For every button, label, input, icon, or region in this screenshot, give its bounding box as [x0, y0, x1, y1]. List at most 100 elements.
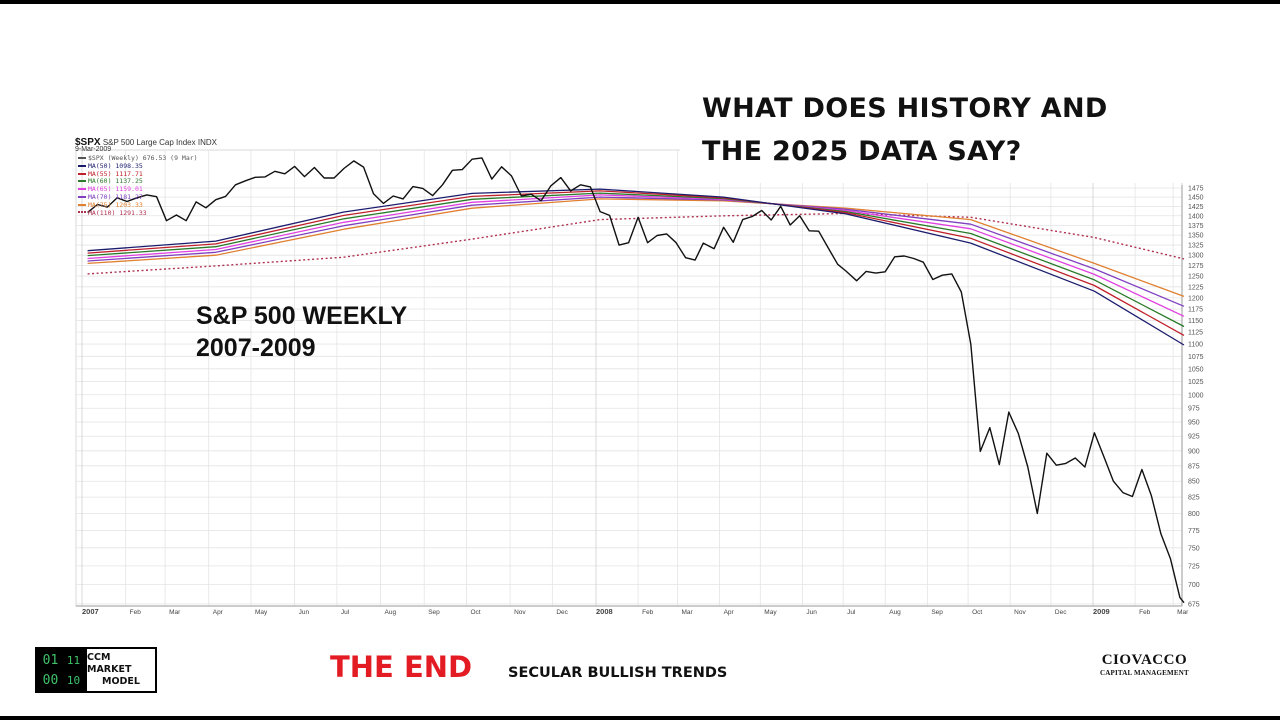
y-tick-label: 1075 [1188, 354, 1204, 361]
bottom-border [0, 716, 1280, 720]
ma-line-ma50 [87, 188, 1185, 346]
chart-index-name: S&P 500 Large Cap Index [102, 138, 196, 147]
company-name: CIOVACCO [1101, 652, 1188, 668]
logo-digit: 11 [66, 653, 81, 667]
y-tick-label: 1425 [1188, 204, 1204, 211]
legend-item-ma50: MA(50) 1098.35 [78, 162, 198, 171]
subtitle-line-2: 2007-2009 [196, 334, 316, 362]
x-tick-label: Feb [1139, 609, 1151, 616]
x-tick-label: Sep [931, 609, 943, 616]
x-tick-label: Mar [1177, 609, 1189, 616]
x-tick-label: Dec [556, 609, 568, 616]
chart-date: 9-Mar-2009 [75, 146, 112, 153]
x-tick-label: Feb [642, 609, 654, 616]
legend-swatch [78, 210, 86, 215]
y-tick-label: 1025 [1188, 379, 1204, 386]
y-tick-label: 850 [1188, 479, 1200, 486]
legend-swatch [78, 203, 86, 206]
y-tick-label: 1475 [1188, 186, 1204, 193]
y-tick-label: 1250 [1188, 274, 1204, 281]
logo-digit: 00 [42, 672, 59, 688]
y-tick-label: 1000 [1188, 392, 1204, 399]
legend-swatch [78, 188, 86, 191]
subtitle-line-1: S&P 500 WEEKLY [196, 302, 408, 330]
y-tick-label: 725 [1188, 563, 1200, 570]
x-tick-label: May [255, 609, 268, 616]
x-tick-label: Apr [724, 609, 735, 616]
y-tick-label: 1350 [1188, 233, 1204, 240]
legend-item-ma70: MA(70) 1181.27 [78, 192, 198, 202]
y-tick-label: 1175 [1188, 306, 1203, 313]
x-tick-label: Jun [806, 609, 817, 616]
y-tick-label: 675 [1188, 601, 1200, 608]
legend-swatch [78, 157, 86, 159]
y-tick-label: 975 [1188, 406, 1200, 413]
legend-label: MA(110) 1291.33 [88, 208, 147, 217]
price-line-spx [87, 157, 1185, 604]
x-tick-label: Nov [1014, 609, 1026, 616]
company-subname: CAPITAL MANAGEMENT [1100, 669, 1189, 677]
ma-line-ma55 [87, 190, 1185, 336]
legend-label: MA(60) 1137.25 [88, 177, 143, 186]
y-tick-label: 1325 [1188, 243, 1204, 250]
legend-swatch [78, 172, 86, 175]
legend-label: MA(75) 1203.33 [88, 200, 143, 209]
x-tick-label: 2009 [1093, 607, 1110, 616]
y-tick-label: 1100 [1188, 342, 1203, 349]
logo-text-line-2: MODEL [102, 676, 140, 687]
y-tick-label: 925 [1188, 434, 1200, 441]
ma-line-ma60 [87, 192, 1185, 328]
x-tick-label: Mar [681, 609, 693, 616]
headline-backdrop [680, 88, 1200, 183]
y-tick-label: 1050 [1188, 366, 1204, 373]
legend-label: MA(65) 1159.01 [88, 185, 143, 194]
legend-item-ma75: MA(75) 1203.33 [78, 200, 198, 210]
ma-line-ma65 [87, 194, 1185, 317]
x-tick-label: Oct [470, 609, 480, 616]
legend-swatch [78, 195, 86, 198]
y-tick-label: 775 [1188, 528, 1200, 535]
y-tick-label: 1450 [1188, 195, 1204, 202]
logo-text-line-1: CCM MARKET [87, 652, 132, 675]
chart-symbol: $SPX [75, 137, 101, 148]
x-tick-label: Apr [213, 609, 224, 616]
y-tick-label: 825 [1188, 495, 1200, 502]
x-tick-label: May [764, 609, 777, 616]
legend-label: MA(70) 1181.27 [88, 192, 143, 201]
x-tick-label: Oct [972, 609, 982, 616]
secular-trends-label: SECULAR BULLISH TRENDS [508, 665, 728, 681]
chart-title: $SPX S&P 500 Large Cap Index INDX [75, 137, 217, 148]
legend-item-ma60: MA(60) 1137.25 [78, 177, 198, 186]
y-tick-label: 800 [1188, 511, 1200, 518]
chart-exchange: INDX [197, 138, 217, 147]
headline-line-2: THE 2025 DATA SAY? [702, 136, 1022, 167]
y-tick-label: 700 [1188, 582, 1200, 589]
x-tick-label: Nov [514, 609, 526, 616]
ma-line-ma70 [87, 196, 1185, 307]
logo-digit: 01 [42, 652, 59, 668]
legend-item-ma65: MA(65) 1159.01 [78, 185, 198, 194]
x-tick-label: Mar [169, 609, 181, 616]
x-tick-label: Jul [341, 609, 350, 616]
legend-item-ma110: MA(110) 1291.33 [78, 208, 198, 218]
legend-swatch [78, 180, 86, 183]
binary-digits-icon: 01 11 00 10 [37, 649, 87, 691]
y-tick-label: 1225 [1188, 284, 1204, 291]
y-tick-label: 1150 [1188, 318, 1203, 325]
x-tick-label: Aug [889, 609, 901, 616]
y-tick-label: 950 [1188, 420, 1200, 427]
x-tick-label: Dec [1055, 609, 1067, 616]
x-tick-label: Jul [847, 609, 856, 616]
chart-legend: $SPX (Weekly) 676.53 (9 Mar) MA(50) 1098.… [78, 154, 198, 218]
legend-swatch [78, 164, 86, 167]
the-end-label: THE END [330, 650, 473, 684]
ma-line-ma75 [87, 198, 1185, 298]
y-tick-label: 1125 [1188, 330, 1203, 337]
x-tick-label: 2008 [596, 607, 613, 616]
x-tick-label: Sep [428, 609, 440, 616]
y-tick-label: 900 [1188, 448, 1200, 455]
x-tick-label: Feb [130, 609, 142, 616]
top-border [0, 0, 1280, 4]
y-tick-label: 1200 [1188, 295, 1204, 302]
y-tick-label: 1400 [1188, 213, 1204, 220]
